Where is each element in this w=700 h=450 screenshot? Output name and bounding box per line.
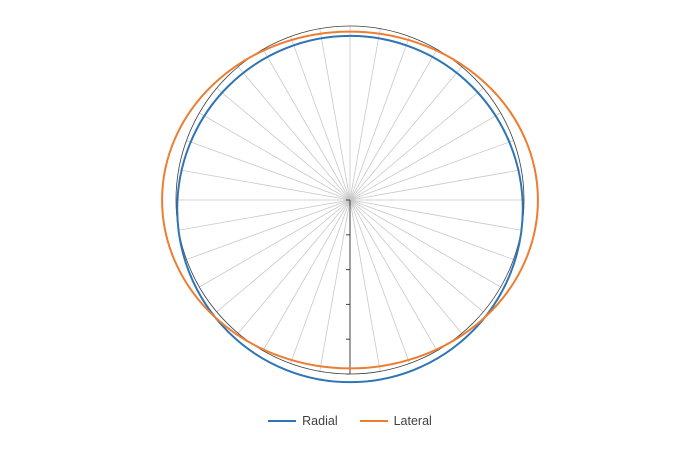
series-line-lateral bbox=[161, 30, 539, 370]
series-line-radial bbox=[176, 34, 524, 384]
series-layer bbox=[161, 30, 539, 384]
legend-item-radial: Radial bbox=[268, 414, 338, 428]
legend-item-lateral: Lateral bbox=[359, 414, 432, 428]
spoke-line-280 bbox=[178, 169, 351, 201]
spoke-line-260 bbox=[178, 199, 351, 231]
spoke-line-80 bbox=[349, 169, 522, 201]
spoke-line-300 bbox=[199, 112, 351, 201]
spoke-line-320 bbox=[237, 66, 351, 201]
spoke-line-160 bbox=[349, 199, 410, 364]
spoke-line-10 bbox=[349, 28, 381, 201]
spoke-line-120 bbox=[349, 199, 501, 288]
spoke-line-50 bbox=[349, 87, 484, 201]
spoke-line-110 bbox=[349, 199, 514, 260]
spoke-line-200 bbox=[290, 199, 351, 364]
spoke-line-150 bbox=[349, 199, 438, 351]
spoke-line-310 bbox=[216, 87, 351, 201]
spoke-line-210 bbox=[262, 199, 351, 351]
legend-label-lateral: Lateral bbox=[393, 414, 432, 428]
spoke-line-40 bbox=[349, 66, 463, 201]
spoke-line-170 bbox=[349, 199, 381, 372]
spoke-line-70 bbox=[349, 140, 514, 201]
spoke-line-250 bbox=[186, 199, 351, 260]
radial-axis bbox=[346, 199, 351, 375]
spoke-line-220 bbox=[237, 199, 351, 334]
spoke-line-190 bbox=[319, 199, 351, 372]
spoke-line-60 bbox=[349, 112, 501, 201]
spoke-line-240 bbox=[199, 199, 351, 288]
legend: Radial Lateral bbox=[0, 414, 700, 428]
legend-swatch-radial bbox=[268, 420, 297, 422]
spoke-line-230 bbox=[216, 199, 351, 313]
spoke-line-30 bbox=[349, 49, 438, 201]
spoke-line-100 bbox=[349, 199, 522, 231]
spoke-grid bbox=[176, 26, 524, 374]
spoke-line-130 bbox=[349, 199, 484, 313]
legend-label-radial: Radial bbox=[302, 414, 338, 428]
spoke-line-20 bbox=[349, 36, 410, 201]
legend-swatch-lateral bbox=[359, 420, 388, 422]
spoke-line-290 bbox=[186, 140, 351, 201]
spoke-line-330 bbox=[262, 49, 351, 201]
spoke-line-350 bbox=[319, 28, 351, 201]
spoke-line-340 bbox=[290, 36, 351, 201]
spoke-line-140 bbox=[349, 199, 463, 334]
